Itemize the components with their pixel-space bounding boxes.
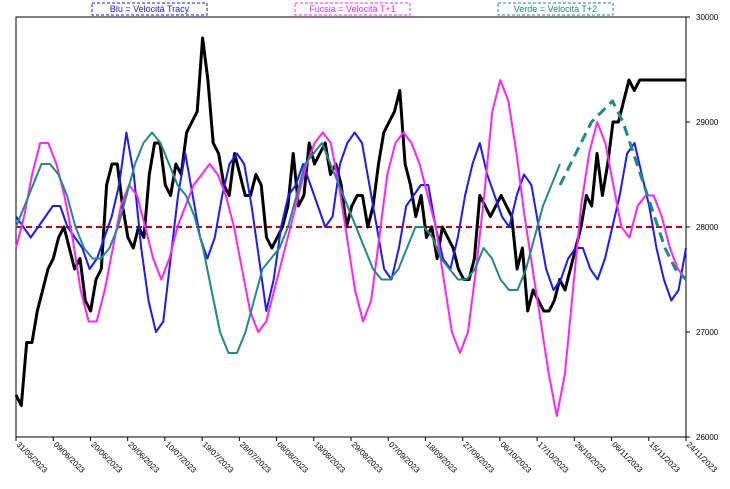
x-tick-label: 29/08/2023 [350, 440, 385, 475]
x-tick-label: 19/07/2023 [201, 440, 236, 475]
legend-box [497, 2, 614, 16]
y-tick-label: 27000 [696, 328, 719, 337]
x-tick-label: 18/09/2023 [424, 440, 459, 475]
x-tick-label: 18/08/2023 [312, 440, 347, 475]
y-tick-label: 30000 [696, 13, 719, 22]
x-axis: 31/05/2023 09/06/2023 20/06/2023 29/06/2023… [15, 437, 720, 475]
x-tick-label: 09/06/2023 [52, 440, 87, 475]
legend-label: Blu = Velocità Tracy [110, 4, 190, 14]
x-tick-label: 10/07/2023 [163, 440, 198, 475]
legend-label: Fucsia = Velocità T+1 [309, 4, 395, 14]
x-tick-label: 07/09/2023 [387, 440, 422, 475]
series-line-4 [558, 99, 688, 281]
x-tick-label: 08/08/2023 [275, 440, 310, 475]
legend: Blu = Velocità Tracy Fucsia = Velocità T+… [91, 2, 614, 16]
y-tick-label: 28000 [696, 223, 719, 232]
series-line-2 [15, 79, 687, 417]
x-tick-label: 15/11/2023 [647, 440, 682, 475]
legend-box [294, 2, 411, 16]
y-axis: 26000 27000 28000 29000 30000 [686, 13, 719, 442]
series-line-3 [15, 131, 561, 354]
x-tick-label: 06/11/2023 [610, 440, 645, 475]
legend-label: Verde = Velocità T+2 [514, 4, 597, 14]
x-tick-label: 17/10/2023 [536, 440, 571, 475]
x-tick-label: 29/06/2023 [126, 440, 161, 475]
y-tick-label: 29000 [696, 118, 719, 127]
x-tick-label: 06/10/2023 [498, 440, 533, 475]
x-tick-label: 24/11/2023 [685, 440, 720, 475]
series-line-0 [14, 36, 686, 407]
y-tick-label: 26000 [696, 433, 719, 442]
x-tick-label: 27/09/2023 [461, 440, 496, 475]
x-tick-label: 31/05/2023 [15, 440, 50, 475]
legend-box [91, 2, 208, 16]
x-tick-label: 20/06/2023 [89, 440, 124, 475]
x-tick-label: 26/10/2023 [573, 440, 608, 475]
plot-area [14, 16, 688, 438]
x-tick-label: 28/07/2023 [238, 440, 273, 475]
series-line-1 [15, 131, 687, 333]
